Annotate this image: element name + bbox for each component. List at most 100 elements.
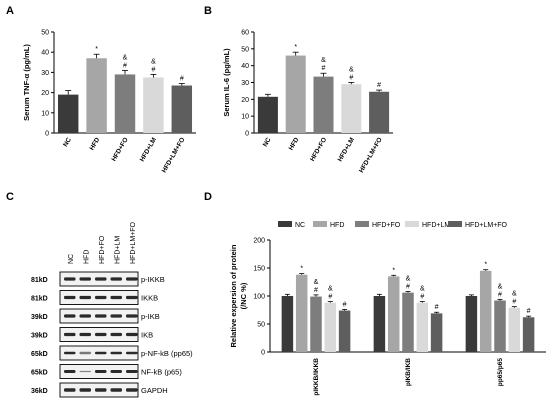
protein-band [64,388,76,392]
protein-band [126,388,138,392]
legend-swatch [313,221,327,227]
mw-marker: 36kD [31,388,48,395]
bar-hfd-lm [143,77,164,133]
mw-marker: 65kD [31,370,48,377]
y-axis-label: Serum IL-6 (pg/mL) [222,48,231,117]
protein-band [64,351,76,355]
x-category-label: pIKKB/IKKB [313,358,320,396]
legend-label: HFD+LM+FO [465,222,508,229]
protein-label: NF-kB (p65) [141,368,182,377]
significance-marker: & # [498,283,503,298]
panel-letter-a: A [6,5,14,17]
protein-label: p-IKB [141,312,160,321]
protein-band [95,295,107,300]
protein-band [95,388,107,392]
lane-label: HFD+FO [99,235,106,264]
y-tick-label: 10 [41,110,49,117]
protein-band [126,332,138,337]
protein-band [95,351,107,355]
bar-hfd-lm-fo [338,310,351,352]
bar-hfd-fo [310,296,322,352]
bar-nc [465,296,478,352]
significance-marker: * [484,262,487,269]
protein-label: GAPDH [141,386,168,395]
protein-band [79,388,91,392]
x-category-label: pIKB/IKB [405,358,412,386]
y-tick-label: 30 [241,80,249,87]
protein-band [79,314,91,318]
mw-marker: 39kD [31,314,48,321]
protein-band [64,295,76,300]
bar-hfd [387,276,400,352]
significance-marker: * [392,267,395,274]
x-category-label: HFD+LM+FO [161,137,187,175]
y-tick-label: 50 [41,30,49,37]
y-axis-label: Relative expersion of protein(/NC %) [229,244,248,347]
significance-marker: & # [406,276,411,291]
significance-marker: & # [349,67,354,82]
legend-label: NC [295,222,305,229]
mw-marker: 65kD [31,351,48,358]
x-category-label: HFD+LM [337,137,356,163]
western-blot-panel: NC HFD HFD+FO HFD+LM HFD+LM+FO 81kD p-IKKB 81kD… [31,221,193,398]
significance-marker: & # [321,57,326,72]
protein-band [110,277,122,281]
bar-nc [57,94,79,133]
bar-hfd [479,270,492,352]
chart-relative-expression: 0 50 100 150 200 Relative expersion of protei… [229,221,546,396]
protein-band [126,370,138,373]
protein-band [79,332,91,337]
significance-marker: # [527,308,531,315]
bar-hfd [285,55,306,133]
significance-marker: & # [123,54,128,69]
protein-band [95,370,107,373]
significance-marker: # [343,301,347,308]
bar-hfd [295,274,308,352]
y-tick-label: 40 [241,63,249,70]
bar-hfd-lm [341,84,362,133]
bar-nc [281,296,294,352]
x-category-label: HFD+FO [111,137,130,163]
legend-label: HFD+FO [372,222,401,229]
y-tick-label: 100 [253,294,265,301]
lane-label: HFD [83,250,90,264]
bar-hfd-lm-fo [430,313,443,352]
protein-band [110,332,122,337]
panel-letter-d: D [204,191,212,203]
bar-hfd-fo [402,292,414,352]
protein-band [110,295,122,300]
y-tick-label: 150 [253,266,265,273]
panel-letter-b: B [204,5,212,17]
y-tick-label: 50 [257,322,265,329]
x-category-label: HFD [288,136,301,151]
protein-label: IKKB [141,294,158,303]
x-category-label: HFD+LM+FO [358,137,384,175]
bar-hfd-lm [416,302,429,352]
bar-hfd-lm [324,302,337,352]
significance-marker: * [300,266,303,273]
x-category-label: NC [62,136,73,148]
protein-band [126,277,138,281]
bar-hfd-lm-fo [171,85,193,133]
protein-label: p-IKKB [141,275,165,284]
legend-swatch [448,221,462,227]
significance-marker: & # [420,286,425,301]
protein-band [95,314,107,318]
y-tick-label: 0 [245,131,249,138]
x-category-label: NC [262,136,273,148]
chart-serum-tnf: 0 10 20 30 40 50 Serum TNF-α (pg/mL) NC * HFD & # HF… [22,30,196,175]
protein-band [110,388,122,392]
significance-marker: & # [151,58,156,73]
protein-label: IKB [141,331,153,340]
y-tick-label: 0 [45,131,49,138]
protein-band [126,295,138,300]
significance-marker: # [180,76,184,83]
significance-marker: & # [512,291,517,306]
protein-band [79,295,91,300]
bar-nc [373,296,386,352]
bar-hfd-fo [114,74,136,133]
protein-band [64,370,76,373]
protein-band [79,351,91,355]
bar-hfd-fo [313,76,334,133]
